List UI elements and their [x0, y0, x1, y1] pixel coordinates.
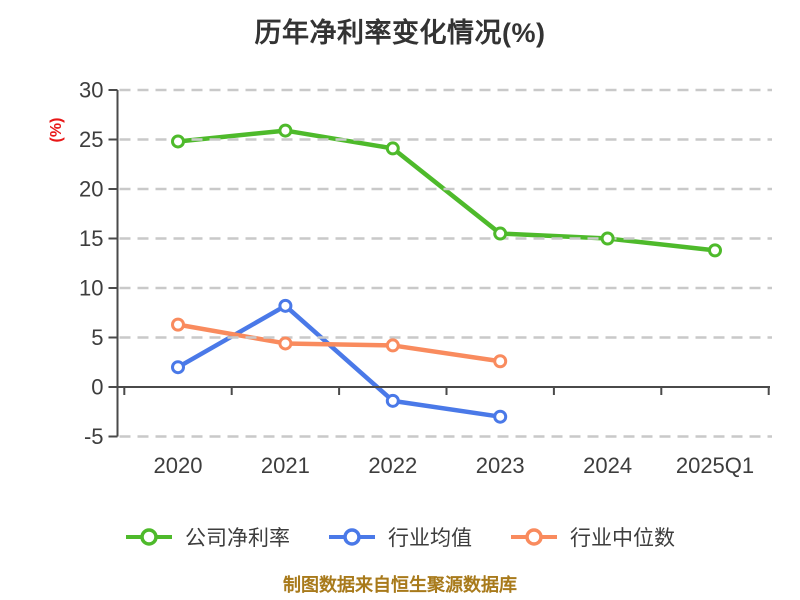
x-tick-label-2023: 2023: [476, 453, 525, 478]
data-point-marker-s0-2021: [278, 123, 293, 138]
line-marker-icon: [126, 528, 172, 546]
data-point-marker-s0-2022: [385, 141, 400, 156]
series-line-2: [175, 322, 503, 364]
data-point-marker-s0-2024: [600, 231, 615, 246]
legend-label: 行业均值: [388, 527, 472, 550]
series-line-0: [175, 128, 718, 253]
data-point-marker-s1-2022: [385, 393, 400, 408]
y-tick-label-25: 25: [79, 127, 103, 152]
y-tick-label-5: 5: [91, 325, 103, 350]
x-tick-label-2022: 2022: [368, 453, 417, 478]
x-tick-label-2025Q1: 2025Q1: [676, 453, 754, 478]
data-point-marker-s0-2025Q1: [708, 243, 722, 258]
data-point-marker-s1-2023: [493, 409, 508, 424]
legend-label: 公司净利率: [185, 527, 290, 550]
data-point-marker-s0-2020: [171, 134, 185, 149]
legend-label: 行业中位数: [570, 527, 675, 550]
y-axis-unit-label: (%): [48, 118, 65, 143]
x-tick-label-2020: 2020: [154, 453, 203, 478]
data-source-note: 制图数据来自恒生聚源数据库: [283, 575, 517, 595]
y-tick-label-10: 10: [79, 276, 103, 301]
y-tick-label-20: 20: [79, 177, 103, 202]
y-tick-label-15: 15: [79, 226, 103, 251]
y-tick-label-0: 0: [91, 375, 103, 400]
line-marker-icon: [511, 528, 557, 546]
y-tick-label--5: -5: [84, 424, 104, 449]
chart-legend: 公司净利率 行业均值 行业中位数: [0, 522, 800, 552]
legend-item-industry-average: 行业均值: [328, 522, 472, 552]
data-point-marker-s2-2020: [171, 317, 185, 332]
legend-item-company-net-margin: 公司净利率: [125, 522, 290, 552]
y-tick-label-30: 30: [79, 78, 103, 103]
x-tick-label-2024: 2024: [583, 453, 632, 478]
chart-title: 历年净利率变化情况(%): [254, 18, 546, 48]
data-point-marker-s1-2021: [278, 298, 293, 313]
line-marker-icon: [329, 528, 375, 546]
x-tick-label-2021: 2021: [261, 453, 310, 478]
data-point-marker-s2-2023: [493, 354, 508, 369]
data-point-marker-s2-2022: [385, 338, 400, 353]
data-point-marker-s1-2020: [171, 360, 185, 375]
series-line-1: [175, 303, 503, 419]
legend-item-industry-median: 行业中位数: [510, 522, 675, 552]
data-point-marker-s2-2021: [278, 336, 293, 351]
data-point-marker-s0-2023: [493, 226, 508, 241]
